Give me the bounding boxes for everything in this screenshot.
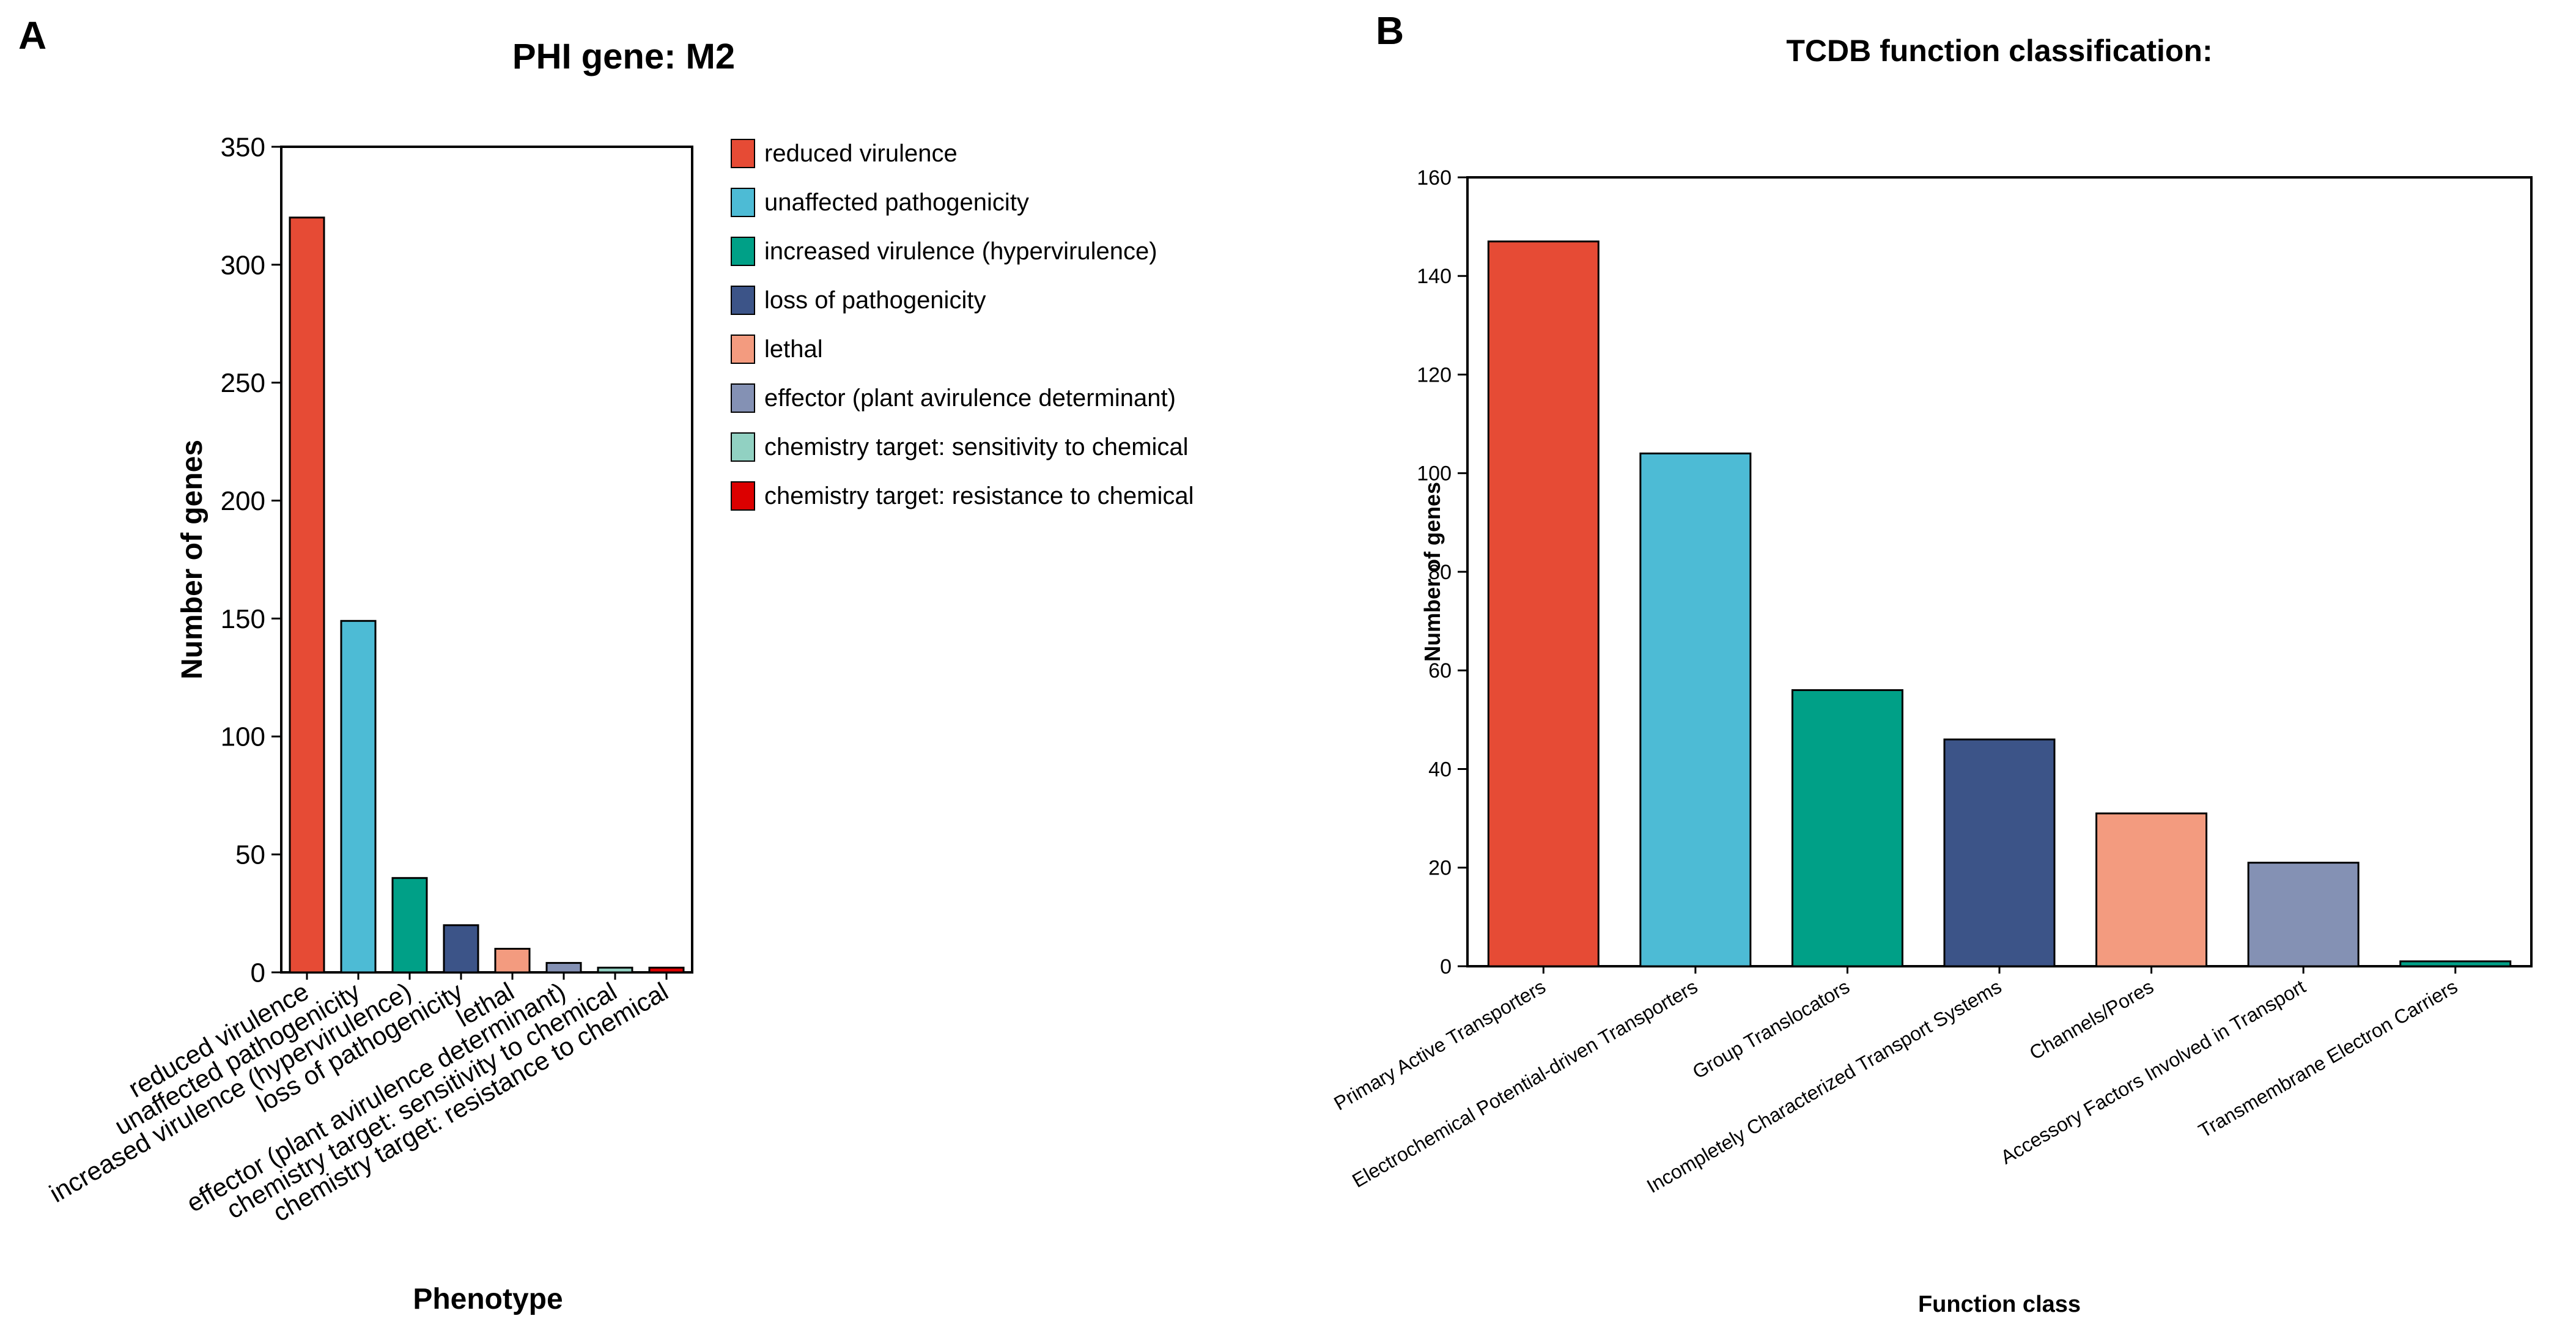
chart-b-y-tick-label: 60 — [1428, 659, 1452, 682]
chart-a-legend-swatch — [731, 383, 755, 413]
chart-b-y-tick-label: 0 — [1440, 955, 1452, 978]
chart-a-legend-label: chemistry target: resistance to chemical — [764, 483, 1194, 509]
chart-a-bar — [289, 216, 325, 974]
chart-a-y-tick-label: 50 — [235, 840, 265, 870]
chart-b-bars — [1487, 240, 2512, 967]
chart-a-bar — [648, 966, 685, 974]
chart-a-bar — [340, 619, 377, 974]
chart-a-y-tick-label: 150 — [221, 604, 265, 634]
chart-b-y-tick-label: 140 — [1417, 265, 1452, 288]
chart-a-bar — [545, 962, 582, 974]
chart-b-y-tick-label: 20 — [1428, 857, 1452, 880]
chart-b-x-axis-label: Function class — [1918, 1292, 2081, 1317]
chart-b-bar — [1639, 453, 1752, 967]
chart-a-bar — [391, 877, 428, 974]
chart-a-legend-label: reduced virulence — [764, 140, 958, 167]
chart-a-legend: reduced virulence unaffected pathogenicit… — [731, 139, 1194, 511]
panel-b-letter: B — [1376, 9, 1404, 53]
chart-a-y-tick-label: 200 — [221, 486, 265, 516]
chart-a-legend-swatch — [731, 481, 755, 511]
chart-a-bar — [443, 924, 479, 974]
chart-b-bar — [2095, 812, 2208, 967]
chart-a-legend-label: chemistry target: sensitivity to chemica… — [764, 434, 1189, 460]
chart-a-y-tick-label: 100 — [221, 722, 265, 752]
chart-a-y-tick-label: 350 — [221, 132, 265, 162]
chart-a-legend-swatch — [731, 286, 755, 315]
chart-a-legend-label: unaffected pathogenicity — [764, 189, 1029, 216]
chart-b-y-tick-label: 80 — [1428, 561, 1452, 584]
chart-a-y-axis: 0 50 100 150 200 250 300 350 — [221, 132, 281, 988]
chart-b-bar — [1487, 240, 1600, 967]
chart-a-legend-swatch — [731, 139, 755, 168]
chart-b-y-tick-label: 100 — [1417, 462, 1452, 486]
chart-a-legend-label: lethal — [764, 336, 823, 363]
chart-b-title: TCDB function classification: — [1786, 34, 2212, 68]
chart-b-bar — [2399, 960, 2512, 967]
chart-a-legend-label: effector (plant avirulence determinant) — [764, 385, 1176, 412]
chart-b-y-axis-label: Number of genes — [1420, 482, 1445, 662]
chart-b-bar — [2247, 862, 2360, 967]
chart-a-legend-swatch — [731, 432, 755, 462]
chart-b-y-axis: 0 20 40 60 80 100 120 140 160 — [1417, 166, 1467, 978]
chart-a-bars — [289, 216, 685, 974]
chart-b-bar — [1791, 689, 1903, 967]
chart-a-legend-swatch — [731, 188, 755, 217]
chart-a-y-axis-label: Number of genes — [176, 440, 209, 679]
chart-a-title: PHI gene: M2 — [512, 37, 735, 76]
chart-a-plot-frame — [280, 146, 693, 974]
chart-a-legend-label: increased virulence (hypervirulence) — [764, 238, 1157, 265]
chart-a-y-tick-label: 250 — [221, 368, 265, 398]
chart-a-legend-swatch — [731, 237, 755, 266]
chart-b-bar — [1943, 738, 2056, 967]
chart-a-bar — [597, 966, 633, 974]
chart-a-x-axis-label: Phenotype — [413, 1283, 563, 1315]
chart-a-bar — [494, 947, 531, 974]
chart-b-y-tick-label: 160 — [1417, 166, 1452, 190]
chart-b-y-tick-label: 120 — [1417, 363, 1452, 386]
panel-a-letter: A — [18, 13, 46, 57]
chart-b-y-tick-label: 40 — [1428, 758, 1452, 781]
chart-a-legend-swatch — [731, 335, 755, 364]
chart-a-legend-label: loss of pathogenicity — [764, 287, 986, 314]
chart-a-y-tick-label: 300 — [221, 250, 265, 280]
chart-a-y-tick-label: 0 — [251, 958, 265, 988]
